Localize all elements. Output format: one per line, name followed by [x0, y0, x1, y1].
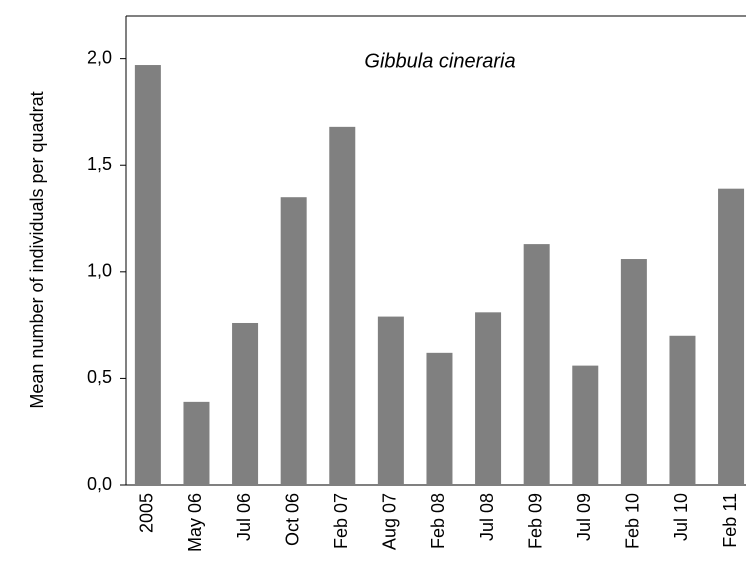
y-axis-label: Mean number of individuals per quadrat: [27, 91, 47, 408]
x-tick-label: Jul 10: [671, 493, 691, 541]
x-tick-label: Oct 06: [282, 493, 302, 546]
x-tick-label: Feb 10: [623, 493, 643, 549]
bar: [377, 316, 404, 485]
bar: [183, 401, 210, 485]
y-tick-label: 1,0: [87, 261, 112, 281]
x-tick-label: Jul 09: [574, 493, 594, 541]
y-tick-label: 0,0: [87, 474, 112, 494]
bar: [280, 197, 307, 486]
bar: [475, 312, 502, 485]
bar: [620, 259, 647, 485]
x-tick-label: Jul 08: [477, 493, 497, 541]
bar: [572, 365, 599, 485]
bar: [134, 65, 161, 486]
x-tick-label: Feb 11: [720, 493, 740, 548]
x-tick-label: Feb 07: [331, 493, 351, 549]
bar: [669, 335, 696, 485]
bar: [523, 244, 550, 485]
y-tick-label: 2,0: [87, 47, 112, 67]
x-tick-label: May 06: [185, 493, 205, 552]
bar: [426, 352, 453, 485]
chart-title: Gibbula cineraria: [364, 50, 515, 72]
y-tick-label: 0,5: [87, 367, 112, 387]
x-tick-label: Feb 09: [525, 493, 545, 549]
x-tick-label: 2005: [137, 493, 157, 533]
bar: [329, 126, 356, 485]
x-tick-label: Aug 07: [380, 493, 400, 550]
x-tick-label: Jul 06: [234, 493, 254, 541]
y-tick-label: 1,5: [87, 154, 112, 174]
bar: [232, 322, 259, 485]
x-tick-label: Feb 08: [428, 493, 448, 549]
bar: [718, 188, 745, 485]
